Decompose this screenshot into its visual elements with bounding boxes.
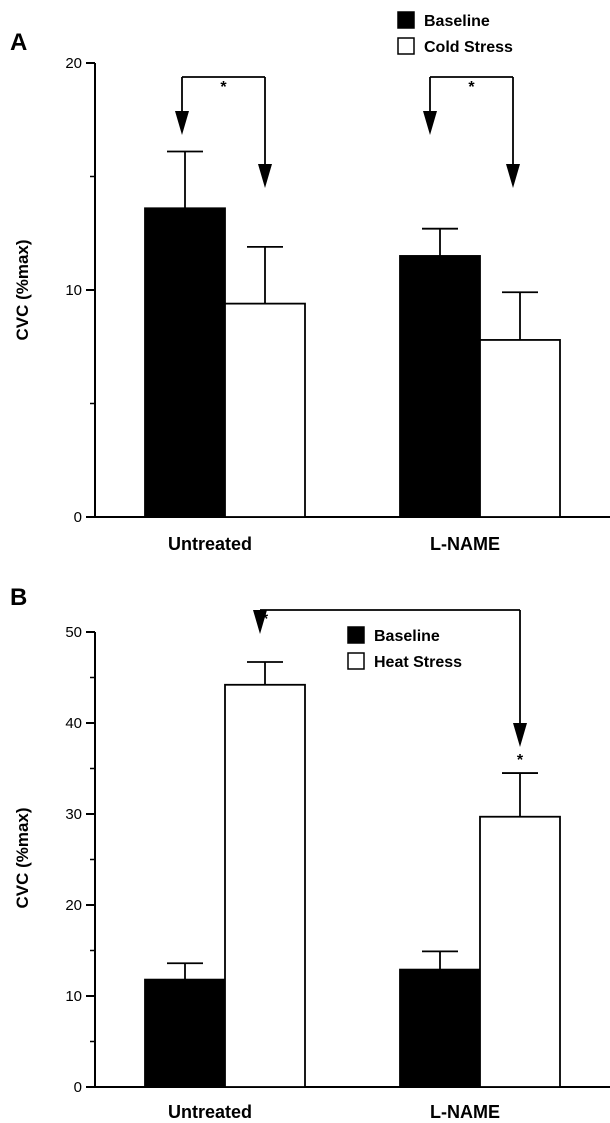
panel-a-sig-arrow xyxy=(423,111,437,135)
panel-b-bar-baseline xyxy=(144,978,226,1088)
panel-a-category-label: L-NAME xyxy=(430,534,500,554)
panel-a-bar-stress xyxy=(479,339,561,518)
panel-a-sig-star: * xyxy=(220,79,227,96)
panel-b-category-label: L-NAME xyxy=(430,1102,500,1122)
panel-b-y-tick-label: 50 xyxy=(65,624,82,641)
panel-a-y-tick-label: 10 xyxy=(65,282,82,299)
panel-b-y-tick-label: 20 xyxy=(65,897,82,914)
panel-a-letter: A xyxy=(10,29,27,56)
panel-b-sig-arrow xyxy=(253,610,267,634)
panel-a-bar-baseline xyxy=(399,255,481,518)
panel-a-legend-label: Cold Stress xyxy=(424,39,513,56)
panel-a-bar-stress xyxy=(224,302,306,518)
panel-b-letter: B xyxy=(10,584,27,611)
panel-a-sig-arrow xyxy=(258,164,272,188)
panel-b-sig-arrow xyxy=(513,723,527,748)
panel-b-sig-star: * xyxy=(262,611,269,628)
panel-a-sig-arrow xyxy=(175,111,189,135)
panel-b-bar-baseline xyxy=(399,968,481,1088)
panel-b-legend-swatch xyxy=(347,652,365,670)
panel-a-y-tick-label: 0 xyxy=(74,509,82,526)
panel-b-y-tick-label: 0 xyxy=(74,1079,82,1096)
panel-a-sig-arrow xyxy=(506,164,520,188)
panel-b-legend-label: Baseline xyxy=(374,628,440,645)
panel-b-y-tick-label: 40 xyxy=(65,715,82,732)
panel-b-bar-stress xyxy=(479,815,561,1088)
panel-b-y-tick-label: 10 xyxy=(65,988,82,1005)
panel-a-legend-swatch xyxy=(397,37,415,55)
panel-b-legend-swatch xyxy=(347,626,365,644)
panel-b-sig-star: * xyxy=(517,752,524,769)
panel-b-y-tick-label: 30 xyxy=(65,806,82,823)
panel-a-y-axis-title: CVC (%max) xyxy=(13,239,32,340)
panel-b-bar-stress xyxy=(224,683,306,1088)
panel-a-legend-swatch xyxy=(397,11,415,29)
panel-b-category-label: Untreated xyxy=(168,1102,252,1122)
panel-b-y-axis-title: CVC (%max) xyxy=(13,807,32,908)
panel-a-bar-baseline xyxy=(144,207,226,518)
panel-a-y-tick-label: 20 xyxy=(65,55,82,72)
panel-a-category-label: Untreated xyxy=(168,534,252,554)
panel-a-sig-star: * xyxy=(468,79,475,96)
panel-b-legend-label: Heat Stress xyxy=(374,654,462,671)
panel-a-legend-label: Baseline xyxy=(424,13,490,30)
